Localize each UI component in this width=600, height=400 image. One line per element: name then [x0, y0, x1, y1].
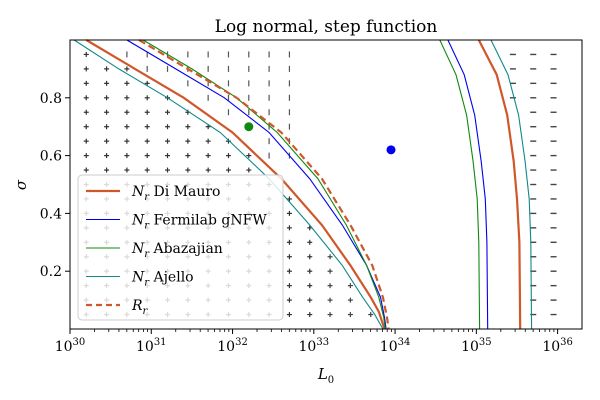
x-axis-label-sub: 0: [328, 375, 334, 386]
series-line-1-outer: [447, 39, 489, 330]
series-line-3-inner: [73, 39, 384, 330]
plot-frame: [69, 39, 583, 330]
series-line-1-inner: [126, 39, 387, 330]
series-line-2-inner: [142, 39, 386, 330]
curves: [73, 39, 533, 330]
x-axis-label-main: L: [317, 365, 328, 383]
legend-box: [77, 174, 284, 321]
legend: Nr Di Mauro Nr Fermilab gNFW Nr Abazajian N…: [77, 174, 284, 321]
legend-label: Nr Di Mauro: [131, 184, 220, 203]
blue-point: [386, 145, 396, 155]
y-axis-label: σ: [12, 179, 30, 190]
x-tick-label: 1035: [461, 337, 492, 355]
legend-label: Nr Abazajian: [131, 241, 223, 260]
series-line-3-outer: [490, 39, 533, 330]
x-tick-label: 1033: [299, 337, 330, 355]
legend-label: Rr: [131, 298, 149, 317]
x-tick-label: 1036: [542, 337, 573, 355]
y-tick-label: 0.2: [40, 264, 62, 280]
legend-label: Nr Fermilab gNFW: [131, 213, 267, 232]
green-point: [244, 122, 254, 132]
legend-label: Nr Ajello: [131, 270, 194, 289]
series-line-2-outer: [439, 39, 481, 330]
series-line-0-outer: [477, 39, 522, 330]
series-line-0-inner: [85, 39, 386, 330]
y-tick-label: 0.6: [40, 149, 62, 165]
x-tick-label: 1034: [380, 337, 411, 355]
y-axis-ticks: 0.2 0.4 0.6 0.8: [40, 91, 70, 280]
series-line-4-inner: [138, 39, 390, 330]
x-axis-ticks: 1030 1031 1032 1033 1034 1035 1036: [55, 329, 573, 355]
x-tick-label: 1030: [55, 337, 86, 355]
y-tick-label: 0.8: [40, 91, 62, 107]
y-tick-label: 0.4: [40, 206, 62, 222]
points: [244, 122, 396, 155]
x-tick-label: 1031: [136, 337, 167, 355]
chart-title: Log normal, step function: [215, 17, 438, 37]
x-axis-label: L0: [317, 365, 334, 386]
x-tick-label: 1032: [217, 337, 248, 355]
